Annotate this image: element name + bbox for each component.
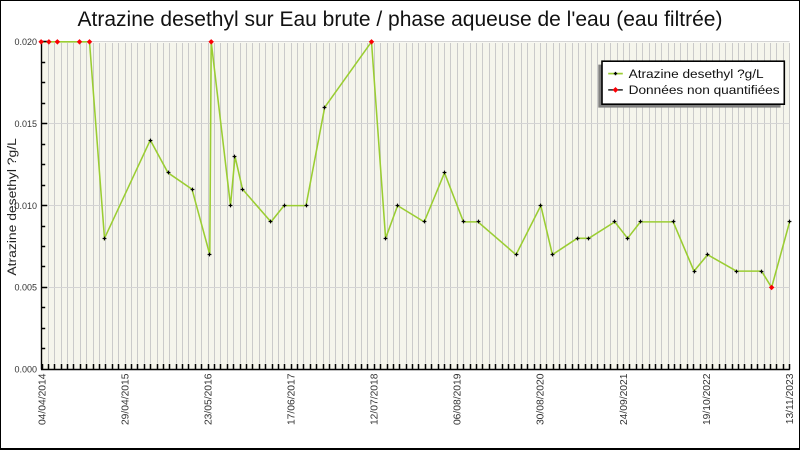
svg-text:Données non quantifiées: Données non quantifiées — [629, 83, 780, 97]
svg-text:Atrazine desethyl sur Eau brut: Atrazine desethyl sur Eau brute / phase … — [78, 8, 723, 31]
svg-text:23/05/2016: 23/05/2016 — [203, 373, 214, 425]
svg-text:0.005: 0.005 — [14, 283, 37, 293]
svg-text:0.020: 0.020 — [14, 37, 37, 47]
svg-text:0.015: 0.015 — [14, 119, 37, 129]
svg-text:12/07/2018: 12/07/2018 — [370, 373, 381, 425]
svg-text:13/11/2023: 13/11/2023 — [785, 373, 796, 424]
svg-text:29/04/2015: 29/04/2015 — [120, 373, 131, 425]
svg-text:19/10/2022: 19/10/2022 — [702, 373, 713, 425]
svg-text:0.000: 0.000 — [14, 365, 37, 375]
svg-text:24/09/2021: 24/09/2021 — [619, 373, 630, 425]
svg-text:Atrazine desethyl ?g/L: Atrazine desethyl ?g/L — [629, 67, 764, 81]
svg-text:04/04/2014: 04/04/2014 — [37, 373, 48, 425]
svg-text:17/06/2017: 17/06/2017 — [287, 373, 298, 425]
svg-text:06/08/2019: 06/08/2019 — [453, 373, 464, 425]
svg-text:0.010: 0.010 — [14, 201, 37, 211]
svg-text:Atrazine desethyl ?g/L: Atrazine desethyl ?g/L — [5, 138, 19, 275]
svg-text:30/08/2020: 30/08/2020 — [536, 373, 547, 425]
